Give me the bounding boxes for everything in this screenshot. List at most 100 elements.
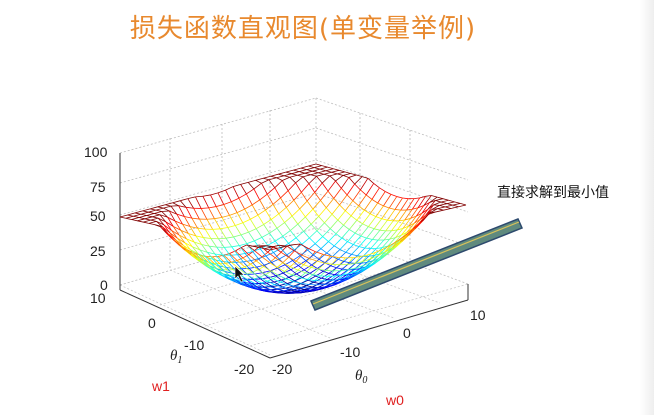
surface-mesh-line — [127, 214, 134, 217]
surface-mesh-line — [200, 254, 209, 263]
surface-mesh-line — [299, 277, 308, 280]
surface-mesh-line — [233, 234, 242, 238]
surface-mesh-line — [255, 177, 264, 181]
surface-mesh-line — [323, 171, 332, 175]
surface-mesh-line — [270, 175, 277, 179]
surface-mesh-line — [231, 261, 240, 269]
surface-mesh-line — [316, 176, 323, 184]
surface-mesh-line — [248, 279, 256, 285]
surface-mesh-line — [381, 218, 388, 221]
surface-mesh-line — [252, 251, 259, 259]
surface-mesh-line — [263, 286, 271, 291]
surface-mesh-line — [171, 229, 180, 236]
surface-mesh-line — [157, 204, 166, 208]
surface-mesh-line — [277, 287, 286, 290]
surface-mesh-line — [157, 206, 164, 209]
surface-mesh-line — [309, 237, 316, 244]
surface-mesh-line — [300, 165, 309, 169]
surface-mesh-line — [248, 179, 256, 183]
surface-mesh-line — [406, 198, 415, 211]
surface-mesh-line — [412, 221, 422, 230]
surface-mesh-line — [193, 241, 201, 251]
surface-mesh-line — [212, 229, 219, 239]
surface-mesh-line — [375, 205, 384, 217]
surface-mesh-line — [371, 187, 380, 200]
surface-mesh-line — [210, 194, 217, 207]
surface-mesh-line — [315, 275, 322, 279]
surface-mesh-line — [313, 277, 322, 283]
surface-mesh-line — [246, 188, 255, 195]
surface-mesh-line — [322, 253, 331, 257]
surface-mesh-line — [284, 266, 291, 272]
surface-mesh-line — [184, 216, 192, 219]
surface-mesh-line — [312, 168, 321, 172]
surface-mesh-line — [307, 243, 316, 251]
surface-mesh-line — [352, 271, 361, 276]
surface-mesh-line — [299, 208, 306, 218]
surface-mesh-line — [232, 186, 240, 199]
surface-mesh-line — [290, 223, 299, 231]
surface-mesh-line — [314, 275, 321, 281]
surface-mesh-line — [389, 207, 396, 210]
surface-mesh-line — [257, 209, 266, 216]
surface-mesh-line — [353, 268, 360, 270]
surface-mesh-line — [289, 288, 298, 291]
theta1-tick-0: 0 — [148, 315, 156, 331]
surface-mesh-line — [443, 208, 452, 211]
floor-grid — [119, 227, 469, 356]
surface-mesh-line — [299, 200, 308, 210]
surface-mesh-line — [275, 272, 284, 277]
surface-mesh-line — [435, 198, 444, 201]
surface-mesh-line — [402, 218, 411, 229]
surface-mesh-line — [437, 208, 444, 211]
surface-mesh-line — [327, 166, 334, 170]
callout-text: 直接求解到最小值 — [497, 185, 609, 201]
surface-mesh-line — [358, 267, 366, 272]
surface-mesh-line — [382, 245, 389, 249]
surface-mesh-line — [370, 239, 379, 249]
surface-mesh-line — [215, 206, 223, 218]
surface-mesh-line — [397, 227, 404, 231]
surface-mesh-line — [235, 262, 242, 270]
surface-mesh-line — [318, 216, 325, 224]
surface-mesh-line — [321, 277, 328, 280]
surface-mesh-line — [303, 223, 312, 232]
surface-mesh-line — [348, 219, 358, 230]
surface-mesh-line — [398, 219, 405, 222]
surface-mesh-line — [275, 235, 283, 242]
surface-mesh-line — [404, 209, 413, 221]
back-wall-grid — [119, 97, 469, 286]
surface-mesh-line — [275, 251, 282, 259]
surface-mesh-line — [263, 175, 271, 179]
surface-mesh-line — [295, 260, 304, 266]
surface-mesh-line — [199, 249, 208, 253]
surface-mesh-line — [290, 269, 297, 275]
surface-mesh-line — [212, 228, 221, 230]
surface-mesh-line — [319, 283, 326, 285]
surface-mesh-line — [202, 194, 211, 197]
surface-mesh-line — [305, 260, 312, 266]
surface-mesh-line — [350, 173, 357, 176]
surface-mesh-line — [186, 238, 195, 243]
surface-mesh-line — [335, 180, 342, 189]
surface-mesh-line — [272, 197, 281, 205]
surface-mesh-line — [366, 228, 375, 239]
surface-mesh-line — [338, 169, 345, 173]
surface-mesh-line — [275, 275, 282, 281]
surface-mesh-line — [167, 233, 176, 241]
surface-mesh-line — [248, 228, 257, 233]
surface-mesh-line — [225, 237, 233, 248]
surface-mesh-line — [191, 217, 200, 220]
surface-mesh-line — [340, 177, 350, 189]
surface-mesh-line — [378, 253, 387, 259]
surface-mesh-line — [381, 238, 390, 248]
surface-mesh-line — [323, 173, 330, 177]
surface-mesh-line — [210, 238, 218, 248]
surface-mesh-line — [344, 272, 351, 279]
surface-mesh-line — [332, 274, 341, 281]
surface-mesh-line — [297, 174, 304, 178]
surface-mesh-line — [419, 195, 426, 199]
surface-mesh-line — [280, 245, 288, 253]
surface-mesh-line — [265, 209, 272, 220]
